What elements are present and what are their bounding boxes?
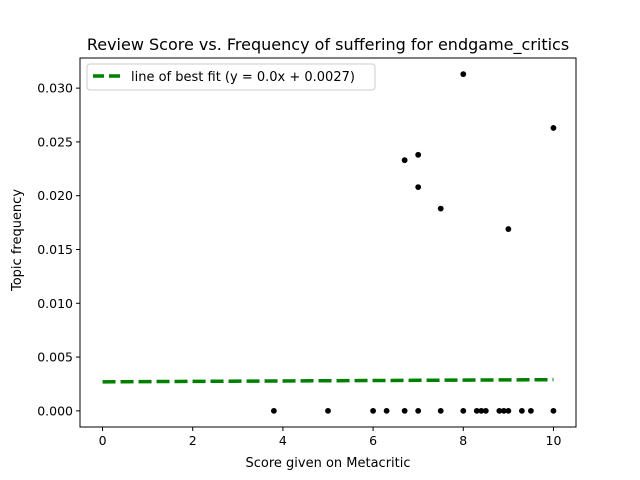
y-axis: 0.000 0.005 0.010 0.015 0.020 0.025 0.030 <box>37 81 80 418</box>
data-point <box>505 407 512 414</box>
data-point <box>325 407 331 414</box>
x-axis: 0 2 4 6 8 10 <box>99 427 562 448</box>
y-tick-label: 0.020 <box>37 188 73 203</box>
data-point <box>473 407 480 414</box>
data-point <box>460 407 467 414</box>
y-tick-label: 0.010 <box>37 296 73 311</box>
data-point <box>500 407 507 414</box>
y-tick-label: 0.005 <box>37 350 73 365</box>
data-point <box>550 125 557 131</box>
data-point <box>478 407 485 414</box>
data-point <box>550 407 557 414</box>
data-point <box>415 407 422 414</box>
data-point <box>437 407 444 414</box>
x-tick-label: 0 <box>99 433 107 448</box>
data-point <box>496 407 503 414</box>
data-point <box>460 71 467 78</box>
data-point <box>528 407 534 414</box>
data-point <box>401 157 408 164</box>
x-tick-label: 2 <box>189 433 197 448</box>
y-axis-label: Topic frequency <box>10 189 25 292</box>
data-point <box>518 407 525 414</box>
legend-label: line of best fit (y = 0.0x + 0.0027) <box>131 70 355 85</box>
data-point <box>437 205 444 212</box>
plot-area <box>102 71 557 414</box>
y-tick-label: 0.030 <box>37 81 73 96</box>
data-point <box>505 226 512 232</box>
data-point <box>482 407 489 414</box>
x-tick-label: 10 <box>546 433 562 448</box>
data-point <box>415 151 422 158</box>
best-fit-line <box>102 377 554 384</box>
x-tick-label: 6 <box>369 433 377 448</box>
x-axis-label: Score given on Metacritic <box>245 456 410 471</box>
y-tick-label: 0.015 <box>37 242 73 257</box>
data-point <box>383 407 390 414</box>
legend: line of best fit (y = 0.0x + 0.0027) <box>86 63 376 91</box>
plot-frame <box>79 57 577 428</box>
chart-title: Review Score vs. Frequency of suffering … <box>87 35 569 55</box>
x-tick-label: 4 <box>279 433 287 448</box>
x-tick-label: 8 <box>459 433 467 448</box>
data-point <box>370 407 376 414</box>
y-tick-label: 0.025 <box>37 134 73 149</box>
data-point <box>415 184 422 190</box>
legend-box <box>86 63 376 91</box>
data-point <box>270 407 277 414</box>
y-tick-label: 0.000 <box>37 403 73 418</box>
data-point <box>401 407 408 414</box>
